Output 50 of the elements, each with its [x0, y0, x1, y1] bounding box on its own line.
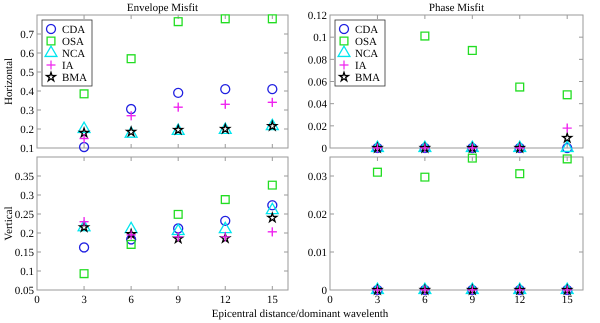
y-tick-label: 0.35: [14, 171, 34, 183]
y-tick-label: 0.06: [308, 76, 328, 88]
chart-title: Phase Misfit: [428, 2, 484, 14]
y-tick-label: 0.6: [20, 48, 34, 60]
y-tick-label: 0.1: [20, 266, 34, 278]
y-tick-label: 0.1: [313, 32, 327, 44]
y-tick-label: 0.08: [308, 54, 328, 66]
x-tick-label: 6: [128, 294, 134, 306]
y-tick-label: 0.25: [14, 209, 34, 221]
y-tick-label: 0.04: [308, 98, 328, 111]
y-tick-label: 0.3: [20, 105, 34, 117]
x-tick-label: 9: [470, 294, 476, 306]
y-tick-label: 0.03: [308, 171, 328, 183]
legend-label: CDA: [62, 24, 86, 36]
x-tick-label: 9: [175, 294, 182, 306]
x-tick-label: 15: [266, 294, 278, 306]
legend-label: CDA: [355, 24, 378, 36]
y-tick-label: 0.02: [308, 209, 327, 221]
legend-label: IA: [355, 60, 367, 72]
y-tick-label: 0.7: [20, 29, 34, 41]
y-tick-label: 0.1: [20, 143, 34, 155]
y-tick-label: 0.2: [20, 124, 34, 136]
y-tick-label: 0.02: [308, 120, 327, 133]
y-axis-title: Vertical: [3, 206, 15, 241]
y-tick-label: 0.3: [20, 190, 34, 202]
x-tick-label: 3: [81, 294, 88, 306]
chart-title: Envelope Misfit: [126, 2, 198, 14]
x-tick-label: 15: [562, 294, 574, 306]
x-tick-label: 3: [374, 294, 381, 306]
y-tick-label: 0: [322, 285, 328, 297]
y-tick-label: 0.05: [14, 285, 34, 297]
legend-label: BMA: [355, 72, 380, 84]
legend-label: NCA: [62, 48, 86, 60]
y-tick-label: 0.01: [308, 247, 327, 259]
y-tick-label: 0.2: [20, 228, 34, 240]
y-tick-label: 0.5: [20, 67, 34, 79]
legend-label: BMA: [62, 72, 88, 84]
y-axis-title: Horizontal: [3, 58, 15, 106]
legend-label: OSA: [62, 36, 84, 48]
x-tick-label: 12: [514, 294, 526, 306]
y-tick-label: 0.4: [20, 86, 34, 98]
legend-label: OSA: [355, 36, 378, 48]
y-tick-label: 0: [322, 143, 328, 155]
x-tick-label: 12: [220, 294, 231, 306]
y-tick-label: 0.15: [14, 247, 34, 259]
y-tick-label: 0.12: [308, 10, 327, 22]
legend-label: NCA: [355, 48, 378, 60]
x-tick-label: 6: [422, 294, 428, 306]
legend-label: IA: [62, 60, 74, 72]
x-axis-title: Epicentral distance/dominant wavelenth: [212, 308, 389, 320]
